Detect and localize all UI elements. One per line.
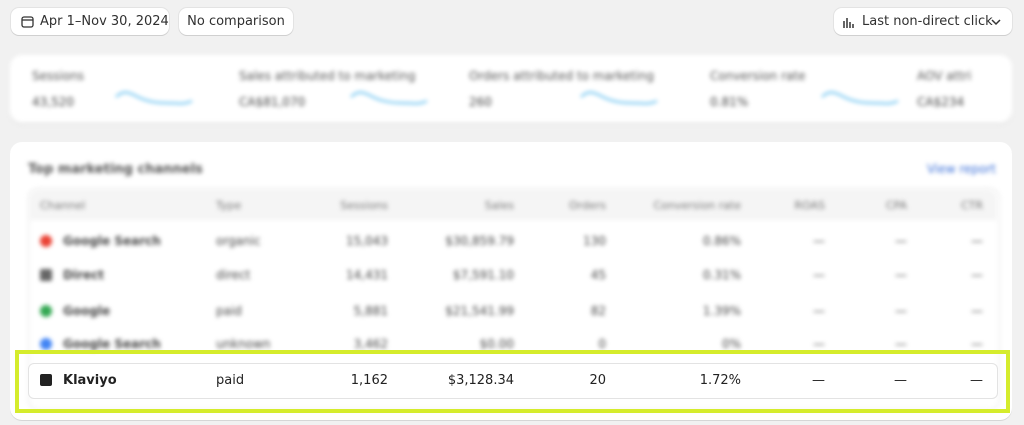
- channel-name: Klaviyo: [63, 373, 117, 388]
- highlight-row-bg: [28, 363, 998, 399]
- table-cell: 45: [590, 268, 606, 282]
- table-cell: 1,162: [350, 373, 388, 388]
- table-cell: —: [813, 304, 825, 318]
- table-cell: —: [813, 268, 825, 282]
- table-cell: 0%: [721, 337, 741, 351]
- metric-value: 260: [469, 95, 492, 109]
- table-cell: $30,859.79: [445, 234, 514, 248]
- metric-label: Conversion rate: [710, 69, 806, 83]
- table-cell: 15,043: [346, 234, 388, 248]
- highlight-box: [15, 350, 1010, 413]
- channel-name: Direct: [63, 268, 104, 282]
- column-header: CPA: [885, 199, 907, 212]
- card-title: Top marketing channels: [28, 162, 203, 177]
- table-cell: —: [813, 337, 825, 351]
- column-header: Sessions: [340, 199, 388, 212]
- table-cell: $3,128.34: [447, 373, 514, 388]
- channel-icon: [40, 269, 52, 281]
- metric-value: CA$81,070: [239, 95, 306, 109]
- table-cell: 1.72%: [699, 373, 741, 388]
- column-header: Conversion rate: [653, 199, 741, 212]
- table-cell: 82: [590, 304, 606, 318]
- sparkline: [350, 91, 428, 105]
- calendar-icon: [21, 16, 34, 28]
- view-report-link[interactable]: View report: [927, 162, 996, 176]
- table-cell: 20: [589, 373, 606, 388]
- sparkline: [115, 91, 193, 105]
- chart-icon: [843, 18, 854, 28]
- attribution-button[interactable]: Last non-direct click: [834, 8, 1012, 35]
- channel-name: Google Search: [63, 337, 161, 351]
- table-cell: $7,591.10: [452, 268, 514, 282]
- table-cell: —: [895, 304, 907, 318]
- date-picker[interactable]: Apr 1–Nov 30, 2024: [11, 8, 169, 35]
- table-cell: 14,431: [346, 268, 388, 282]
- column-header: CTR: [960, 199, 983, 212]
- channel-icon: [40, 305, 52, 317]
- comparison-button[interactable]: No comparison: [179, 8, 293, 35]
- table-cell: —: [970, 373, 983, 388]
- chevron: [991, 19, 1001, 26]
- table-cell: 3,462: [353, 337, 388, 351]
- metric-label: AOV attri: [917, 69, 972, 83]
- attribution: Last non-direct click: [862, 14, 993, 29]
- table-cell: —: [894, 373, 907, 388]
- table-cell: —: [895, 337, 907, 351]
- column-header: ROAS: [794, 199, 825, 212]
- table-cell: —: [895, 268, 907, 282]
- table-cell: 0.86%: [702, 234, 741, 248]
- table-cell: $21,541.99: [445, 304, 514, 318]
- table-header-bg: [29, 189, 997, 220]
- column-header: Channel: [40, 199, 86, 212]
- table-cell: direct: [216, 268, 251, 282]
- channel-name: Google Search: [63, 234, 161, 248]
- metric-value: CA$234: [917, 95, 965, 109]
- table-cell: 0.31%: [702, 268, 741, 282]
- column-header: Sales: [484, 199, 514, 212]
- table-cell: 5,881: [353, 304, 388, 318]
- column-header: Orders: [569, 199, 606, 212]
- column-header: Type: [216, 199, 242, 212]
- table-cell: paid: [216, 304, 242, 318]
- table-cell: —: [812, 373, 825, 388]
- metric-value: 0.81%: [710, 95, 749, 109]
- metric-label: Sales attributed to marketing: [239, 69, 416, 83]
- table-cell: —: [971, 304, 983, 318]
- table-cell: paid: [216, 373, 245, 388]
- channel-icon: [40, 374, 52, 386]
- table-cell: —: [971, 234, 983, 248]
- metric-label: Sessions: [32, 69, 85, 83]
- date-range: Apr 1–Nov 30, 2024: [40, 14, 169, 29]
- sparkline: [821, 91, 899, 105]
- table-cell: 0: [598, 337, 606, 351]
- sparkline: [580, 91, 658, 105]
- table-cell: organic: [216, 234, 261, 248]
- channel-icon: [40, 338, 52, 350]
- metric-label: Orders attributed to marketing: [469, 69, 654, 83]
- table-cell: $0.00: [479, 337, 514, 351]
- table-cell: —: [813, 234, 825, 248]
- channel-icon: [40, 235, 52, 247]
- comparison: No comparison: [187, 14, 285, 29]
- table-cell: 130: [583, 234, 606, 248]
- table-cell: —: [971, 268, 983, 282]
- table-cell: —: [895, 234, 907, 248]
- metrics-card: Sessions 43,520 Sales attributed to market…: [10, 55, 1012, 123]
- channel-name: Google: [63, 304, 111, 318]
- table-cell: —: [971, 337, 983, 351]
- table-cell: unknown: [216, 337, 271, 351]
- metric-value: 43,520: [32, 95, 74, 109]
- table-cell: 1.39%: [702, 304, 741, 318]
